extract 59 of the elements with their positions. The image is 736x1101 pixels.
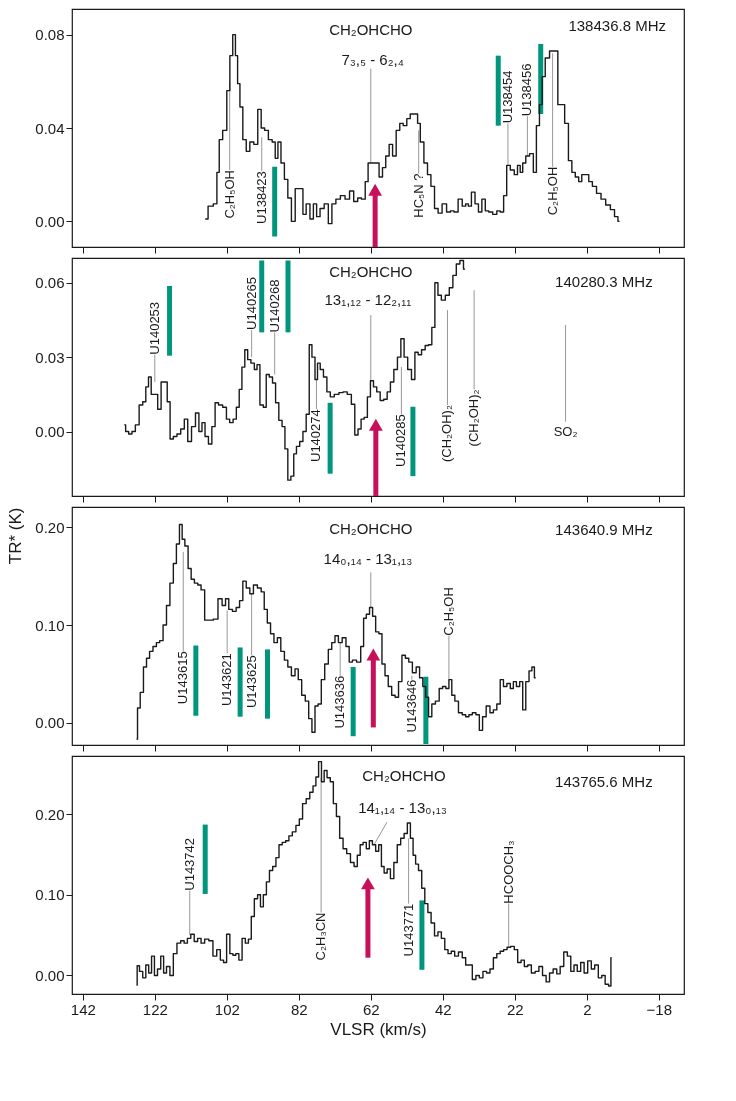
x-tick-label: 22 <box>506 1000 524 1018</box>
y-tick-label: 0.06 <box>35 274 65 292</box>
y-tick-label: 0.20 <box>35 805 65 823</box>
y-tick-label: 0.00 <box>35 212 65 230</box>
annotation: 7₃,₅ - 6₂,₄ <box>341 51 404 69</box>
y-tick-label: 0.00 <box>35 714 65 732</box>
x-tick-label: 42 <box>434 1000 452 1018</box>
y-tick-label: 0.20 <box>35 518 65 536</box>
annotation: U140265 <box>243 277 259 330</box>
annotation: 143640.9 MHz <box>555 521 653 539</box>
annotation: CH₂OHCHO <box>329 262 413 280</box>
annotation: C₂H₅OH <box>440 587 456 636</box>
y-axis-title: TR* (K) <box>6 507 26 565</box>
y-tick-label: 0.04 <box>35 119 65 137</box>
annotation: SO₂ <box>553 423 578 439</box>
annotation: 14₀,₁₄ - 13₁,₁₃ <box>323 549 413 567</box>
annotation: 140280.3 MHz <box>555 272 653 290</box>
x-axis-title: VLSR (km/s) <box>330 1019 427 1039</box>
y-tick-label: 0.08 <box>35 26 65 44</box>
y-tick-label: 0.03 <box>35 348 65 366</box>
annotation: 143765.6 MHz <box>555 772 653 790</box>
annotation: C₂H₅OH <box>544 166 560 216</box>
y-tick-label: 0.00 <box>35 423 65 441</box>
annotation: (CH₂OH)₂ <box>466 389 482 447</box>
x-tick-label: 142 <box>70 1000 96 1018</box>
x-tick-label: 62 <box>362 1000 380 1018</box>
annotation: U143615 <box>175 651 191 705</box>
annotation: U140268 <box>266 279 282 333</box>
annotation: 138436.8 MHz <box>568 17 666 35</box>
x-tick-label: −18 <box>646 1000 673 1018</box>
annotation: U140253 <box>146 301 162 355</box>
annotation: U138454 <box>499 70 515 124</box>
y-tick-label: 0.10 <box>35 886 65 904</box>
annotation: CH₂OHCHO <box>362 767 446 785</box>
annotation: U143636 <box>332 675 348 729</box>
x-tick-label: 122 <box>142 1000 168 1018</box>
annotation: HCOOCH₃ <box>500 840 516 904</box>
annotation: HC₅N ? <box>410 173 426 218</box>
annotation: U140274 <box>308 409 324 463</box>
annotation: U143621 <box>219 653 235 707</box>
annotation: C₂H₅OH <box>221 170 237 219</box>
y-tick-label: 0.10 <box>35 616 65 634</box>
annotation: CH₂OHCHO <box>329 21 413 39</box>
annotation: 14₁,₁₄ - 13₀,₁₃ <box>358 798 447 816</box>
annotation: U140285 <box>393 414 409 467</box>
x-tick-label: 102 <box>214 1000 240 1018</box>
annotation: CH₂OHCHO <box>329 520 413 538</box>
x-tick-label: 82 <box>290 1000 308 1018</box>
y-tick-label: 0.00 <box>35 966 65 984</box>
annotation: U143646 <box>403 679 419 733</box>
annotation: 13₁,₁₂ - 12₂,₁₁ <box>324 291 412 309</box>
annotation: U143742 <box>181 837 197 891</box>
annotation: U138456 <box>519 63 535 117</box>
annotation: C₂H₃CN <box>313 912 329 961</box>
x-tick-label: 2 <box>583 1000 592 1018</box>
annotation: (CH₂OH)₂ <box>439 405 455 463</box>
annotation: U143771 <box>400 903 416 957</box>
annotation: U138423 <box>253 171 269 224</box>
annotation: U143625 <box>243 655 259 709</box>
